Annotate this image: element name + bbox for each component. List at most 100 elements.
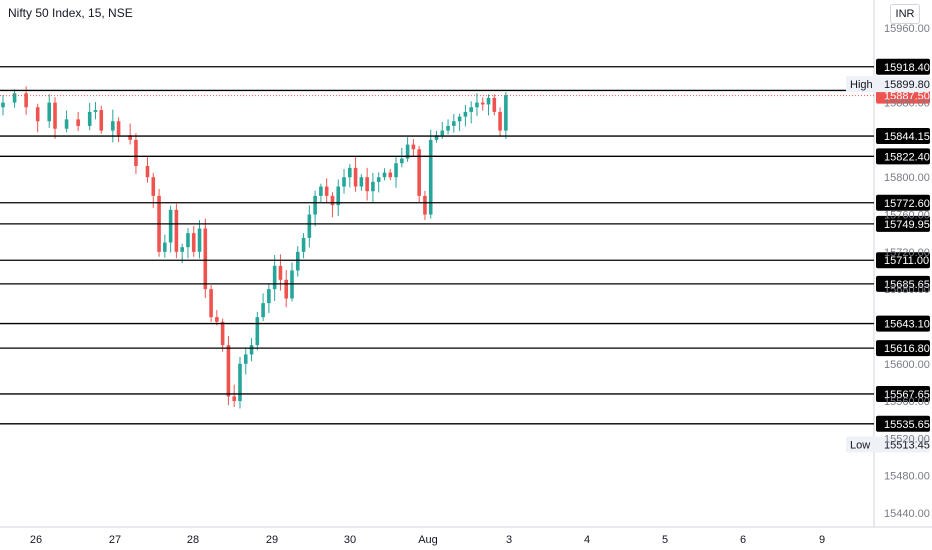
- level-label-bg: [876, 128, 930, 145]
- candle-body: [492, 97, 497, 112]
- level-label: 15567.65: [884, 389, 930, 401]
- level-label: 15643.10: [884, 319, 930, 331]
- price-tick-label: 15800.00: [884, 172, 930, 184]
- candle-body: [423, 195, 427, 215]
- candle-body: [382, 172, 387, 178]
- price-tick-label: 15440.00: [884, 508, 930, 520]
- candle-body: [209, 289, 213, 318]
- price-tick-label: 15760.00: [884, 210, 930, 222]
- currency-button[interactable]: INR: [890, 4, 920, 24]
- candle-body: [99, 110, 104, 131]
- candle-body: [400, 158, 404, 164]
- candle-body: [134, 139, 138, 167]
- candle-body: [203, 228, 208, 290]
- time-tick-label: 3: [506, 534, 512, 546]
- candle-body: [163, 242, 167, 252]
- candle-body: [267, 289, 271, 304]
- horizontal-levels: 15918.4015893.0515844.1515822.4015772.60…: [0, 58, 930, 453]
- candle-body: [480, 102, 485, 105]
- candle-body: [376, 177, 381, 182]
- candle-body: [93, 110, 98, 112]
- time-tick-label: 9: [819, 534, 825, 546]
- candle-body: [388, 172, 393, 178]
- candle-body: [197, 228, 202, 252]
- candle-body: [457, 116, 462, 122]
- candle-body: [324, 186, 329, 196]
- level-label: 15749.95: [884, 219, 930, 231]
- chart-title: Nifty 50 Index, 15, NSE: [8, 6, 133, 20]
- candle-body: [359, 177, 364, 187]
- level-label: 15772.60: [884, 198, 930, 210]
- time-tick-label: 28: [187, 534, 199, 546]
- level-label-bg: [876, 315, 930, 332]
- candle-body: [191, 233, 196, 252]
- level-label-bg: [876, 415, 930, 432]
- candle-body: [284, 279, 289, 299]
- candle-body: [365, 177, 369, 192]
- candle-body: [336, 186, 341, 206]
- candle-body: [307, 214, 312, 238]
- candle-body: [226, 345, 231, 397]
- high-label-value: 15899.80: [884, 79, 930, 91]
- candle-body: [330, 195, 335, 206]
- candle-body: [220, 321, 225, 346]
- time-tick-label: 5: [662, 534, 668, 546]
- high-label-bg: [846, 76, 930, 93]
- candle-body: [295, 251, 300, 271]
- candle-body: [76, 119, 80, 126]
- candle-body: [348, 167, 352, 178]
- candle-body: [232, 396, 236, 402]
- price-tick-label: 15560.00: [884, 396, 930, 408]
- low-label-value: 15513.45: [884, 439, 930, 451]
- candle-body: [319, 186, 323, 196]
- candle-body: [353, 167, 358, 187]
- time-tick-label: 26: [30, 534, 42, 546]
- price-tick-label: 15600.00: [884, 359, 930, 371]
- level-label-bg: [876, 148, 930, 165]
- price-tick-label: 15480.00: [884, 471, 930, 483]
- time-scale[interactable]: 26 27 28 29 30 Aug 3 4 5 6 9: [30, 534, 825, 546]
- level-label: 15822.40: [884, 151, 930, 163]
- candle-body: [243, 354, 248, 364]
- candle-body: [446, 125, 450, 131]
- candle-body: [452, 121, 456, 126]
- price-scale[interactable]: 15960.00 15880.00 15800.00 15760.00 15720.00…: [884, 23, 930, 520]
- candle-body: [12, 93, 17, 103]
- level-label-bg: [876, 215, 930, 232]
- candle-body: [405, 144, 410, 159]
- candle-body: [47, 102, 52, 122]
- candle-body: [342, 177, 346, 187]
- candle-body: [87, 111, 92, 126]
- candle-body: [111, 121, 115, 131]
- time-tick-label: Aug: [418, 534, 438, 546]
- candle-body: [24, 93, 28, 108]
- candle-body: [1, 102, 5, 108]
- price-tick-label: 15960.00: [884, 23, 930, 35]
- price-tick-label: 15880.00: [884, 98, 930, 110]
- low-label-text: Low: [850, 439, 870, 451]
- time-tick-label: 6: [740, 534, 746, 546]
- candle-body: [151, 177, 156, 196]
- candle-body: [411, 144, 416, 150]
- level-label: 15535.65: [884, 419, 930, 431]
- candle-body: [180, 247, 184, 252]
- price-tick-label: 15680.00: [884, 284, 930, 296]
- level-label-bg: [876, 340, 930, 357]
- time-tick-label: 29: [266, 534, 278, 546]
- candle-body: [434, 135, 439, 140]
- candle-body: [313, 195, 317, 215]
- candle-body: [168, 209, 173, 243]
- candle-body: [261, 303, 265, 318]
- price-tick-label: 15720.00: [884, 247, 930, 259]
- level-label: 15685.65: [884, 279, 930, 291]
- candle-body: [301, 237, 306, 252]
- candle-body: [174, 209, 179, 252]
- level-label-bg: [876, 194, 930, 211]
- level-label: 15711.00: [884, 255, 929, 267]
- level-label: 15844.15: [884, 131, 930, 143]
- level-label-bg: [876, 275, 930, 292]
- level-label-bg: [876, 385, 930, 402]
- axes: [0, 0, 932, 528]
- candle-body: [128, 135, 132, 140]
